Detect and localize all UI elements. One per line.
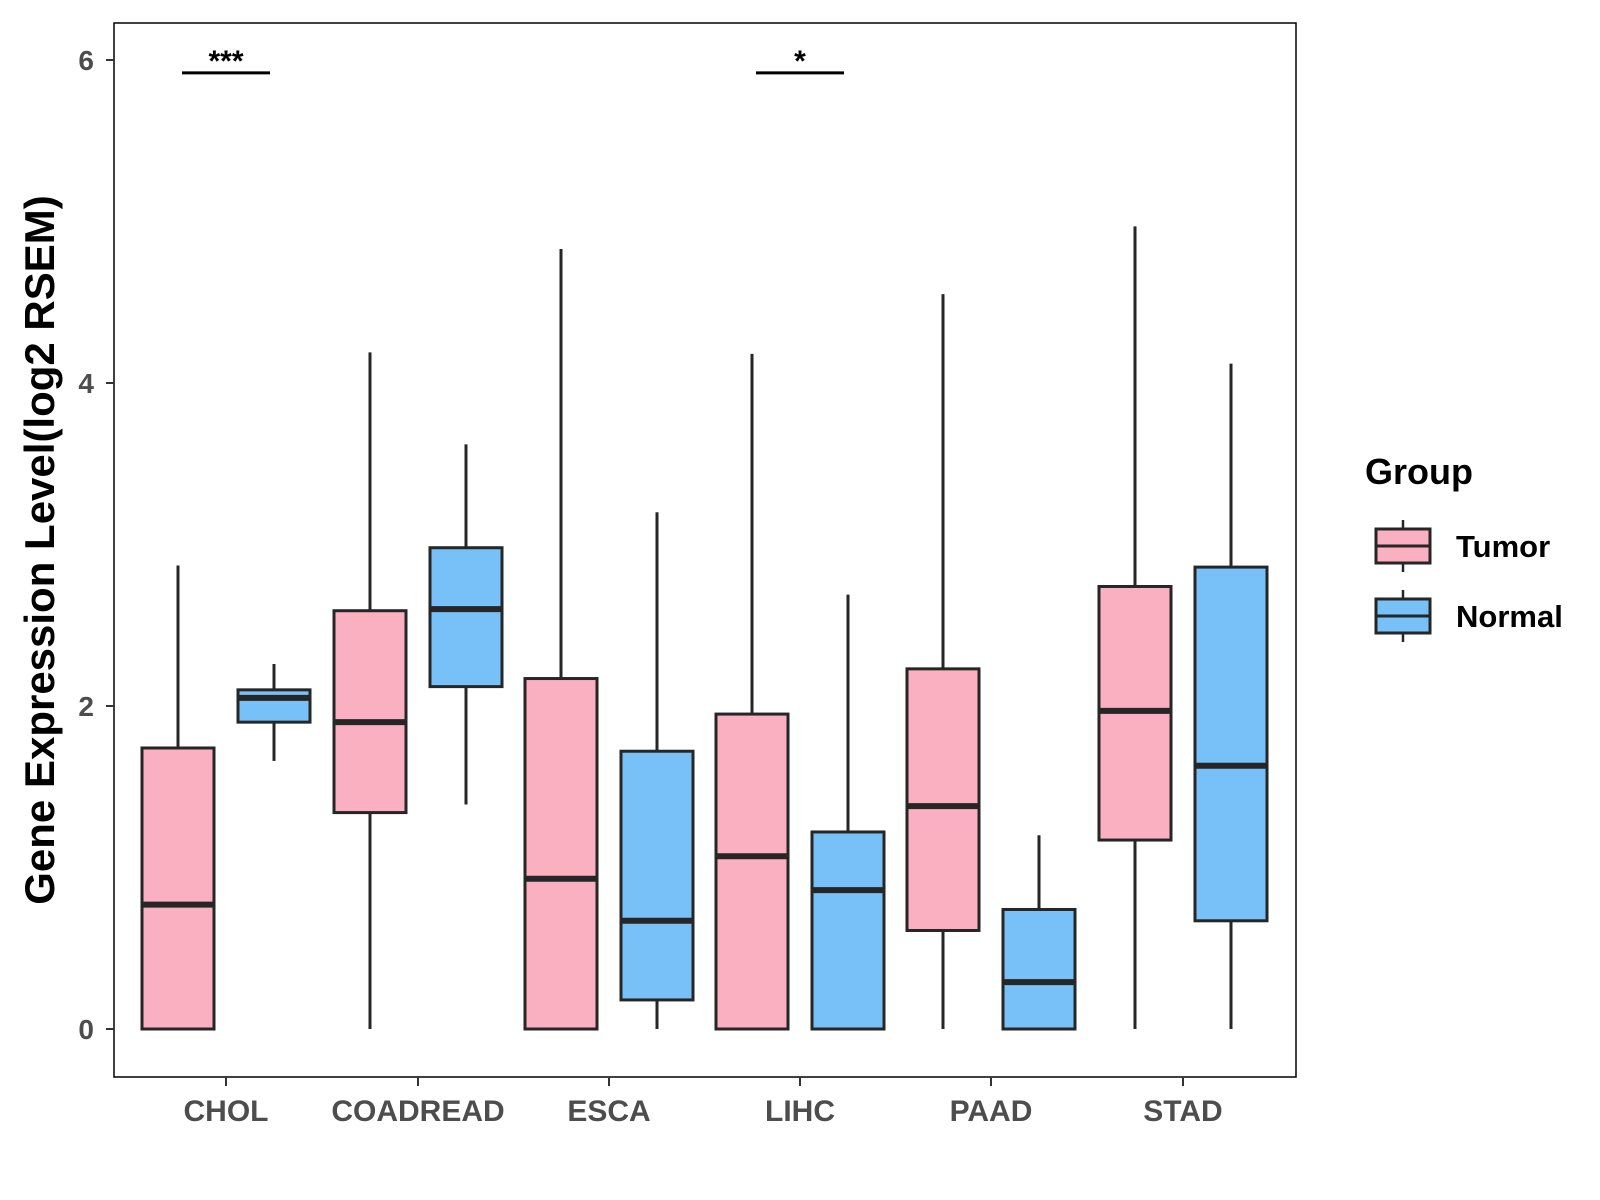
x-axis: CHOL COADREAD ESCA LIHC PAAD STAD: [184, 1077, 1223, 1128]
y-axis-title: Gene Expression Level(log2 RSEM): [16, 195, 63, 905]
box-tumor-coadread: [332, 352, 408, 1029]
box-normal-stad: [1193, 363, 1269, 1029]
box-tumor-lihc: [714, 353, 790, 1031]
x-tick-label: ESCA: [567, 1095, 650, 1128]
significance-annotations: *** *: [182, 45, 844, 78]
x-tick-label: PAAD: [950, 1095, 1033, 1128]
box-normal-chol: [236, 664, 312, 761]
box-normal-esca: [619, 512, 695, 1029]
x-tick-label: LIHC: [765, 1095, 835, 1128]
box-iqr: [1193, 565, 1269, 923]
legend: Group Tumor Normal: [1365, 451, 1563, 642]
y-tick-label: 2: [78, 691, 94, 722]
legend-title: Group: [1365, 451, 1473, 492]
x-tick-label: STAD: [1143, 1095, 1222, 1128]
legend-label: Normal: [1456, 599, 1563, 634]
box-normal-coadread: [428, 444, 504, 805]
box-iqr: [140, 746, 216, 1031]
significance-label: *: [794, 45, 806, 78]
box-iqr: [714, 712, 790, 1031]
plot-panel: [113, 22, 1297, 1078]
box-iqr: [619, 749, 695, 1002]
box-normal-lihc: [810, 594, 886, 1031]
box-tumor-esca: [523, 248, 599, 1031]
boxes-layer: [140, 226, 1269, 1031]
box-iqr: [905, 667, 981, 932]
box-tumor-chol: [140, 565, 216, 1031]
box-iqr: [332, 609, 408, 815]
box-iqr: [810, 830, 886, 1031]
legend-label: Tumor: [1456, 529, 1550, 564]
x-tick-label: COADREAD: [331, 1095, 504, 1128]
box-tumor-stad: [1097, 226, 1173, 1029]
box-iqr: [236, 688, 312, 724]
box-iqr: [428, 546, 504, 689]
box-tumor-paad: [905, 294, 981, 1029]
y-tick-label: 6: [78, 45, 94, 76]
legend-item-tumor: Tumor: [1374, 520, 1550, 572]
box-iqr: [523, 677, 599, 1031]
box-normal-paad: [1001, 835, 1077, 1031]
y-tick-label: 0: [78, 1014, 94, 1045]
y-tick-label: 4: [78, 368, 94, 399]
significance-label: ***: [208, 45, 243, 78]
legend-item-normal: Normal: [1374, 590, 1563, 642]
x-tick-label: CHOL: [184, 1095, 269, 1128]
y-axis: 0 2 4 6: [78, 45, 114, 1045]
box-iqr: [1001, 907, 1077, 1031]
